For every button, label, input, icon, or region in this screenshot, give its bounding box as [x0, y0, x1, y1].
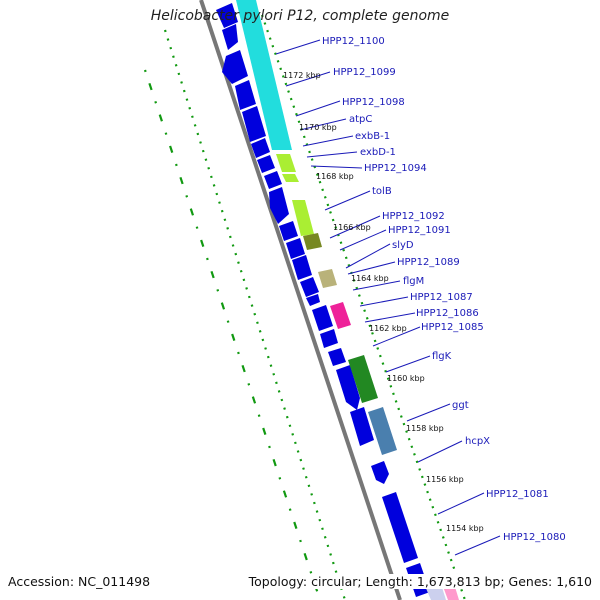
- gene-arrow: [320, 329, 338, 348]
- backbone-line: [199, 0, 402, 600]
- gene-leader-line: [364, 312, 416, 323]
- gene-label: exbB-1: [355, 131, 390, 142]
- gene-leader-line: [339, 229, 387, 251]
- gene-arrow: [216, 3, 238, 28]
- gene-label: HPP12_1100: [322, 36, 385, 47]
- gene-label: HPP12_1091: [388, 225, 451, 236]
- gene-leader-line: [406, 403, 451, 422]
- kbp-tick-label: 1170 kbp: [299, 123, 337, 132]
- gene-leader-line: [347, 261, 396, 275]
- gene-label: HPP12_1081: [486, 489, 549, 500]
- feature-cyan: [236, 0, 292, 150]
- kbp-tick-label: 1164 kbp: [351, 274, 389, 283]
- feature-yellowgreen: [282, 174, 299, 182]
- kbp-tick-label: 1162 kbp: [369, 324, 407, 333]
- gene-label: HPP12_1080: [503, 532, 566, 543]
- gene-arrow: [264, 171, 282, 189]
- feature-yellowgreen: [292, 200, 314, 236]
- gene-leader-line: [359, 296, 409, 307]
- kbp-tick-label: 1160 kbp: [387, 374, 425, 383]
- gene-leader-line: [295, 100, 341, 117]
- gene-label: HPP12_1092: [382, 211, 445, 222]
- gene-label: flgM: [403, 276, 424, 287]
- genome-summary-text: Topology: circular; Length: 1,673,813 bp…: [246, 574, 594, 589]
- accession-text: Accession: NC_011498: [6, 574, 153, 589]
- kbp-tick-label: 1154 kbp: [446, 524, 484, 533]
- gene-label: flgK: [432, 351, 452, 362]
- gene-leader-line: [385, 355, 431, 373]
- gene-arrow: [371, 461, 389, 484]
- feature-magenta: [330, 302, 351, 329]
- gene-arrow: [328, 348, 346, 366]
- gene-leader-line: [324, 190, 371, 211]
- gene-leader-line: [454, 535, 501, 556]
- gene-label: tolB: [372, 186, 392, 197]
- gene-label: HPP12_1098: [342, 97, 405, 108]
- outer-ring-dotted: [163, 29, 347, 600]
- gene-arrow: [279, 221, 298, 241]
- kbp-tick-label: 1166 kbp: [333, 223, 371, 232]
- gene-arrow: [257, 155, 275, 173]
- kbp-tick-label: 1156 kbp: [426, 475, 464, 484]
- gene-arrow: [382, 492, 418, 563]
- kbp-tick-label: 1168 kbp: [316, 172, 354, 181]
- kbp-tick-label: 1158 kbp: [406, 424, 444, 433]
- gene-arrow: [235, 80, 256, 110]
- gene-arrow: [286, 238, 305, 259]
- gene-arrow: [312, 305, 333, 331]
- gene-leader-line: [310, 165, 363, 169]
- gene-leader-line: [329, 215, 381, 239]
- feature-steelblue: [368, 407, 397, 455]
- feature-khaki: [318, 269, 337, 288]
- gene-label: exbD-1: [360, 147, 396, 158]
- gene-leader-line: [417, 440, 463, 463]
- gene-leader-line: [372, 326, 421, 347]
- outer-ring-dashed: [143, 69, 322, 600]
- gene-arrow: [300, 277, 319, 297]
- gene-leader-line: [299, 118, 347, 131]
- gene-arrow: [306, 294, 320, 306]
- gene-arrow: [350, 407, 374, 446]
- gene-leader-line: [275, 39, 321, 55]
- gene-label: ggt: [452, 400, 469, 411]
- gene-arrow: [269, 187, 289, 224]
- gene-arrow: [336, 365, 360, 410]
- gene-label: hcpX: [465, 436, 490, 447]
- feature-olive: [303, 233, 322, 250]
- gene-leader-line: [285, 71, 331, 87]
- gene-label: HPP12_1094: [364, 163, 427, 174]
- gene-arrow: [222, 24, 238, 50]
- gene-leader-line: [306, 151, 358, 158]
- gene-leader-line: [352, 280, 401, 291]
- feature-green: [348, 355, 378, 403]
- map-title: Helicobacter pylori P12, complete genome: [150, 8, 450, 24]
- gene-label: HPP12_1087: [410, 292, 473, 303]
- gene-arrow: [251, 138, 270, 158]
- gene-label: atpC: [349, 114, 372, 125]
- gene-label: slyD: [392, 240, 414, 251]
- gene-label: HPP12_1089: [397, 257, 460, 268]
- gene-leader-line: [437, 492, 485, 515]
- gene-leader-line: [345, 243, 391, 269]
- gene-label: HPP12_1099: [333, 67, 396, 78]
- feature-yellowgreen: [276, 154, 296, 172]
- gene-label: HPP12_1085: [421, 322, 484, 333]
- gene-arrow: [222, 50, 248, 84]
- kbp-tick-label: 1172 kbp: [283, 71, 321, 80]
- gene-leader-line: [302, 135, 354, 147]
- gene-label: HPP12_1086: [416, 308, 479, 319]
- gene-arrow: [242, 106, 266, 142]
- gene-arrow: [292, 255, 312, 280]
